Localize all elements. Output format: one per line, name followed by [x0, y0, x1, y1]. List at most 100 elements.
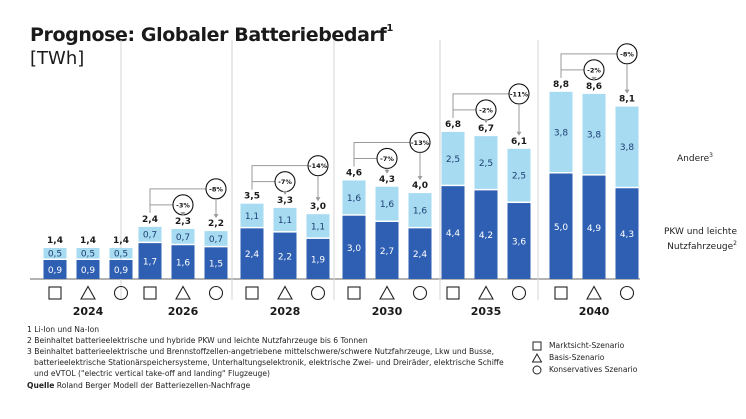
bar-segment-pkw — [549, 173, 573, 279]
source-text: Roland Berger Modell der Batteriezellen-… — [56, 381, 251, 390]
data-label-pkw: 2,4 — [245, 250, 260, 260]
pkw-label-line1: PKW und leichte — [663, 227, 737, 237]
bar-segment-andere — [43, 247, 67, 259]
legend-label: Konservatives Szenario — [549, 365, 638, 374]
data-label-pkw: 2,7 — [380, 247, 394, 257]
x-tick-label: 2024 — [73, 305, 104, 318]
bar-segment-andere — [76, 247, 100, 259]
triangle-icon — [175, 285, 191, 300]
triangle-icon — [277, 285, 293, 300]
unit-label: [TWh] — [30, 48, 85, 69]
change-label-basis: -2% — [587, 66, 601, 74]
change-label-basis: -3% — [176, 201, 190, 209]
x-tick-label: 2026 — [168, 305, 199, 318]
source: Quelle Roland Berger Modell der Batterie… — [27, 381, 250, 390]
footnote-3-cont-2: und eVTOL ("electric vertical take-off a… — [34, 369, 270, 378]
data-label-total: 8,8 — [553, 80, 569, 90]
data-label-pkw: 1,5 — [209, 260, 223, 270]
x-tick-label: 2030 — [372, 305, 403, 318]
bar-segment-pkw — [240, 228, 264, 279]
x-tick-label: 2028 — [270, 305, 301, 318]
data-label-andere: 0,7 — [176, 233, 190, 243]
data-label-total: 2,2 — [208, 219, 224, 229]
square-icon — [446, 286, 460, 300]
bar-segment-andere — [441, 131, 465, 185]
bar-segment-pkw — [204, 247, 228, 279]
data-label-pkw: 2,2 — [278, 252, 292, 262]
bar-segment-pkw — [109, 260, 133, 279]
stacked-bar-chart: 0,9 0,5 1,4 0,9 0,5 1,4 0,9 0,5 1,4 2024 1,7 0,7 2,4… — [30, 40, 640, 318]
circle-icon — [310, 285, 326, 301]
x-tick-label: 2035 — [471, 305, 502, 318]
change-label-basis: -7% — [278, 178, 292, 186]
data-label-pkw: 4,9 — [587, 224, 602, 234]
arrow-head — [384, 169, 390, 174]
data-label-total: 6,8 — [445, 120, 461, 130]
square-icon — [48, 286, 62, 300]
data-label-pkw: 1,9 — [311, 255, 326, 265]
data-label-pkw: 1,6 — [176, 259, 191, 269]
data-label-andere: 2,5 — [446, 155, 460, 165]
data-label-total: 4,0 — [412, 181, 428, 191]
data-label-pkw: 0,9 — [81, 266, 96, 276]
change-label-konservativ: -11% — [510, 90, 529, 98]
circle-icon — [511, 285, 527, 301]
pkw-label-line2: Nutzfahrzeuge — [667, 242, 734, 252]
series-label-pkw: PKW und leichte Nutzfahrzeuge2 — [647, 227, 737, 253]
bar-segment-pkw — [441, 186, 465, 279]
legend-item-marktsicht: Marktsicht-Szenario — [532, 340, 637, 352]
bar-segment-andere — [204, 231, 228, 246]
bar-segment-andere — [273, 207, 297, 232]
data-label-pkw: 0,9 — [48, 266, 63, 276]
data-label-andere: 3,8 — [587, 131, 602, 141]
andere-footnote: 3 — [709, 152, 713, 159]
footnotes: 1 Li-Ion und Na-Ion 2 Beinhaltet batteri… — [27, 324, 504, 379]
bar-segment-pkw — [138, 243, 162, 279]
bar-segment-andere — [109, 247, 133, 259]
data-label-andere: 0,5 — [114, 250, 128, 260]
data-label-andere: 3,8 — [554, 128, 569, 138]
data-label-total: 6,1 — [511, 137, 527, 147]
data-label-pkw: 5,0 — [554, 223, 569, 233]
bar-segment-pkw — [582, 175, 606, 279]
data-label-andere: 1,1 — [245, 212, 259, 222]
triangle-icon — [80, 285, 96, 300]
square-icon — [347, 286, 361, 300]
bar-segment-andere — [615, 106, 639, 187]
bar-segment-andere — [474, 136, 498, 189]
arrow-head — [624, 89, 630, 94]
data-label-andere: 2,5 — [479, 159, 493, 169]
bar-segment-andere — [240, 203, 264, 227]
bar-segment-pkw — [408, 228, 432, 279]
data-label-pkw: 1,7 — [143, 258, 157, 268]
bar-segment-andere — [549, 91, 573, 172]
data-label-total: 8,6 — [586, 82, 602, 92]
bar-segment-pkw — [306, 238, 330, 279]
data-label-pkw: 4,2 — [479, 231, 493, 241]
data-label-andere: 0,7 — [143, 231, 157, 241]
square-icon — [143, 286, 157, 300]
data-label-andere: 1,6 — [380, 200, 395, 210]
data-label-andere: 1,1 — [278, 216, 292, 226]
triangle-icon — [478, 285, 494, 300]
data-label-total: 1,4 — [113, 236, 129, 246]
bar-segment-pkw — [76, 260, 100, 279]
data-label-pkw: 4,4 — [446, 229, 461, 239]
change-label-konservativ: -14% — [309, 162, 328, 170]
data-label-pkw: 4,3 — [620, 230, 634, 240]
bar-segment-pkw — [474, 190, 498, 279]
footnote-1: 1 Li-Ion und Na-Ion — [27, 325, 100, 334]
data-label-andere: 1,1 — [311, 222, 325, 232]
arrow-head — [483, 119, 489, 124]
title-footnote: 1 — [386, 23, 393, 34]
x-tick-label: 2040 — [579, 305, 610, 318]
bar-segment-pkw — [273, 232, 297, 279]
data-label-total: 3,0 — [310, 202, 326, 212]
andere-label-text: Andere — [677, 154, 710, 164]
legend-label: Basis-Szenario — [549, 353, 605, 362]
footnote-3: 3 Beinhaltet batterieelektrische und Bre… — [27, 347, 494, 356]
data-label-pkw: 2,4 — [413, 250, 428, 260]
data-label-andere: 0,7 — [209, 235, 223, 245]
legend-label: Marktsicht-Szenario — [549, 341, 625, 350]
arrow-head — [516, 131, 522, 136]
